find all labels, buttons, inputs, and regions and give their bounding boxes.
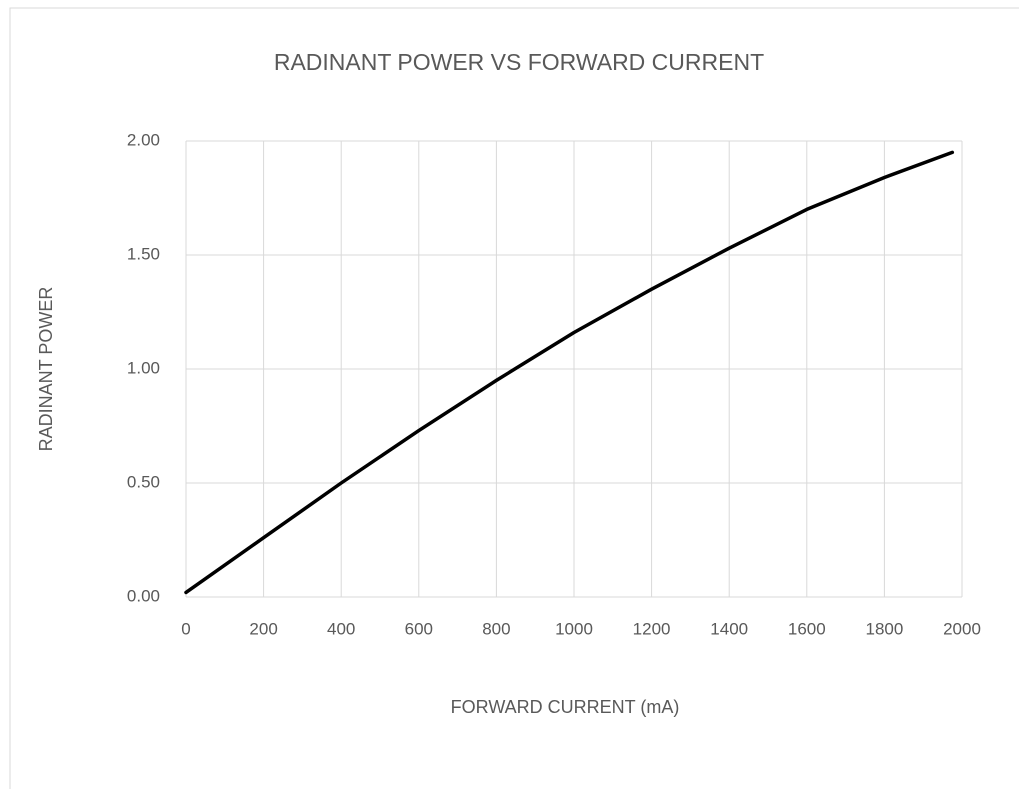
x-tick-label: 2000 [943,619,981,638]
y-tick-label: 1.00 [127,358,160,377]
x-tick-label: 600 [405,619,433,638]
y-tick-label: 0.50 [127,472,160,491]
x-axis-title: FORWARD CURRENT (mA) [451,697,680,717]
x-tick-label: 1200 [633,619,671,638]
x-tick-label: 400 [327,619,355,638]
x-tick-label: 1600 [788,619,826,638]
x-tick-label: 1800 [865,619,903,638]
chart-title: RADINANT POWER VS FORWARD CURRENT [274,49,764,75]
x-tick-label: 0 [181,619,190,638]
y-tick-label: 0.00 [127,586,160,605]
x-tick-label: 800 [482,619,510,638]
x-tick-label: 1400 [710,619,748,638]
data-line [184,150,955,595]
y-tick-label: 1.50 [127,244,160,263]
y-tick-label: 2.00 [127,130,160,149]
y-axis-title: RADINANT POWER [36,287,56,452]
x-tick-label: 1000 [555,619,593,638]
chart-frame [9,7,1019,789]
x-tick-label: 200 [249,619,277,638]
